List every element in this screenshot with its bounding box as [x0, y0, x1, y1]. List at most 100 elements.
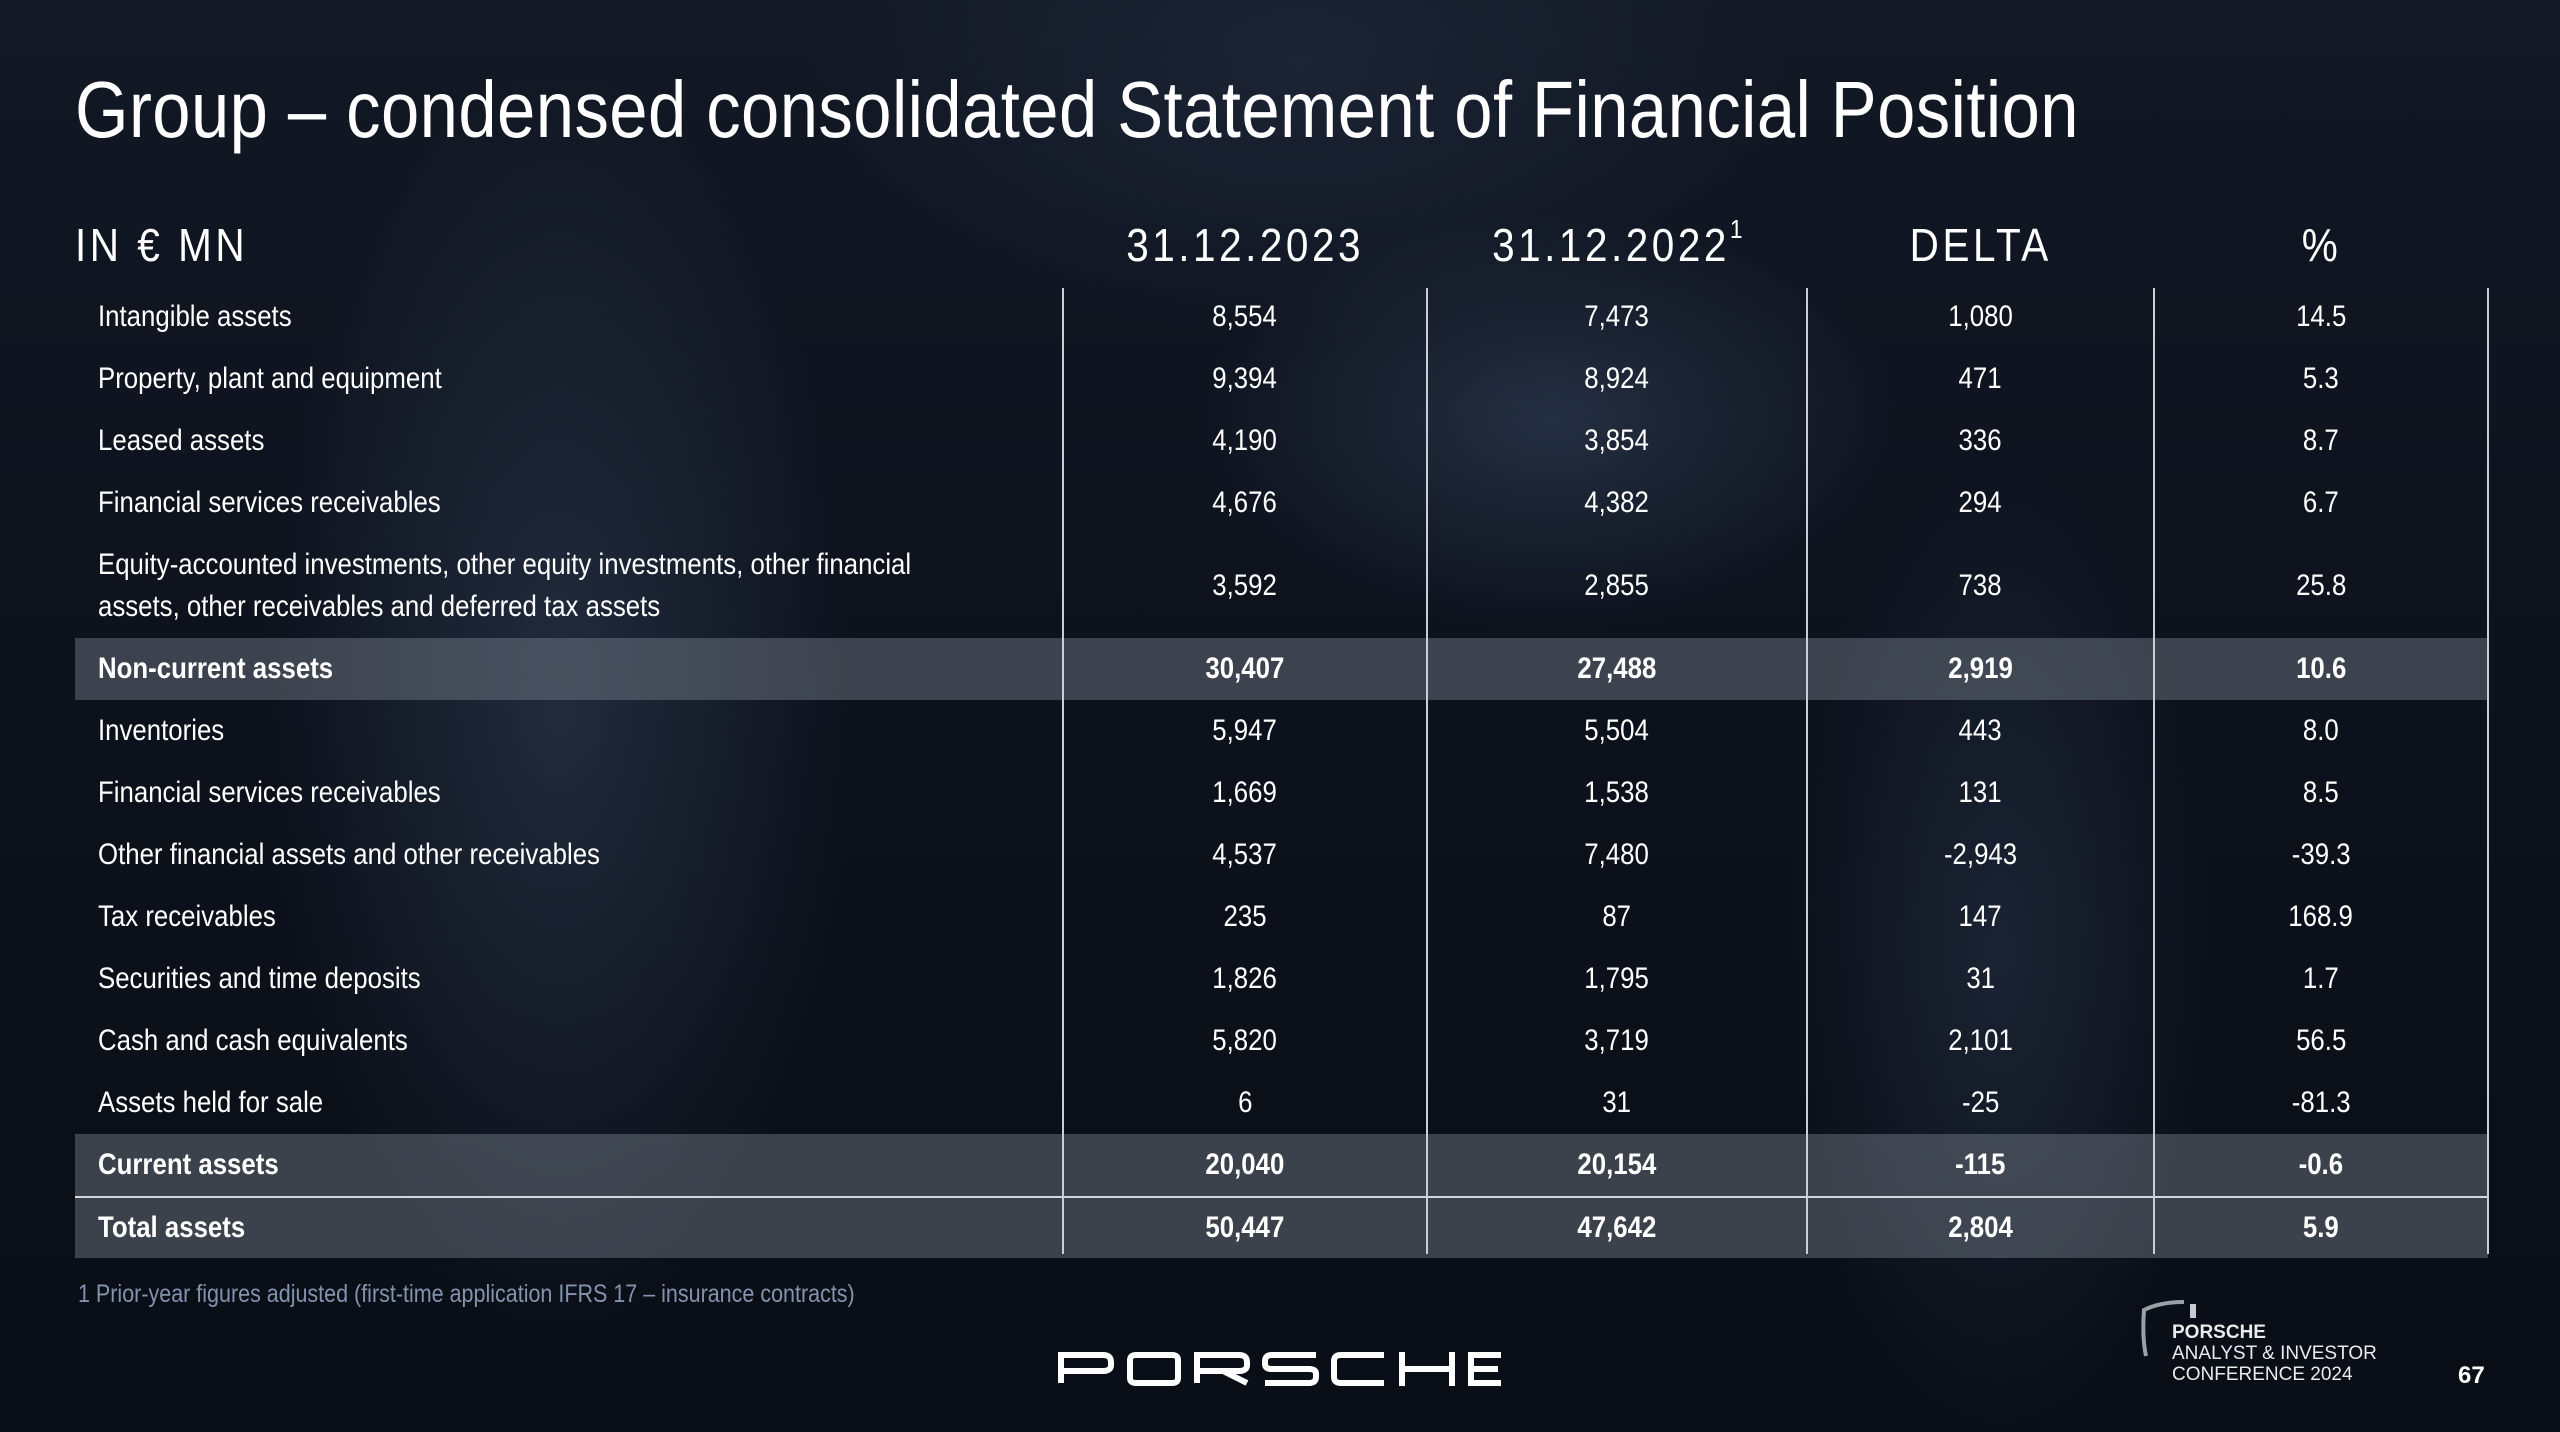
table-row: Securities and time deposits 1,826 1,795…	[75, 948, 2488, 1010]
cell-value: 8.0	[2303, 714, 2339, 747]
header-unit: IN € MN	[75, 210, 975, 280]
value-2022: 2,855	[1427, 534, 1807, 638]
cell-value: 56.5	[2295, 1024, 2347, 1057]
value-2022: 27,488	[1427, 638, 1807, 700]
table-row: Intangible assets 8,554 7,473 1,080 14.5	[75, 286, 2488, 348]
value-2023: 4,676	[1063, 472, 1427, 534]
cell-value: -25	[1961, 1086, 2000, 1119]
row-label: Financial services receivables	[98, 472, 1058, 534]
value-2023: 9,394	[1063, 348, 1427, 410]
cell-value: 30,407	[1205, 652, 1285, 685]
value-percent: 5.3	[2154, 348, 2488, 410]
table-row: Current assets 20,040 20,154 -115 -0.6	[75, 1134, 2488, 1196]
header-percent-label: %	[2301, 219, 2341, 271]
value-2022: 87	[1427, 886, 1807, 948]
value-delta: -2,943	[1807, 824, 2154, 886]
table-row: Other financial assets and other receiva…	[75, 824, 2488, 886]
value-2023: 3,592	[1063, 534, 1427, 638]
value-2023: 30,407	[1063, 638, 1427, 700]
table-body: Intangible assets 8,554 7,473 1,080 14.5…	[75, 286, 2488, 1258]
row-label-text: Financial services receivables	[98, 776, 441, 809]
value-percent: 6.7	[2154, 472, 2488, 534]
row-label: Equity-accounted investments, other equi…	[98, 534, 1058, 638]
value-percent: 10.6	[2154, 638, 2488, 700]
value-delta: -115	[1807, 1134, 2154, 1196]
row-label-text: Cash and cash equivalents	[98, 1024, 408, 1057]
row-label: Cash and cash equivalents	[98, 1010, 1058, 1072]
conference-shield-logo	[2140, 1298, 2200, 1373]
cell-value: 471	[1958, 362, 2003, 395]
column-divider	[2153, 288, 2155, 1254]
value-percent: 14.5	[2154, 286, 2488, 348]
value-percent: 56.5	[2154, 1010, 2488, 1072]
footnote-marker: 1	[1729, 214, 1743, 244]
value-2023: 1,826	[1063, 948, 1427, 1010]
row-label-text: Inventories	[98, 714, 225, 747]
value-2022: 31	[1427, 1072, 1807, 1134]
cell-value: 47,642	[1577, 1211, 1657, 1244]
conference-label: PORSCHE ANALYST & INVESTOR CONFERENCE 20…	[2172, 1322, 2377, 1385]
conference-brand: PORSCHE	[2172, 1322, 2266, 1343]
cell-value: 1,826	[1212, 962, 1278, 995]
table-row: Tax receivables 235 87 147 168.9	[75, 886, 2488, 948]
value-2022: 1,538	[1427, 762, 1807, 824]
value-2022: 3,854	[1427, 410, 1807, 472]
value-2022: 20,154	[1427, 1134, 1807, 1196]
cell-value: 5.3	[2303, 362, 2339, 395]
page-number: 67	[2458, 1362, 2485, 1389]
header-percent: %	[2154, 210, 2488, 280]
header-2022-label: 31.12.2022	[1491, 219, 1730, 271]
value-percent: -0.6	[2154, 1134, 2488, 1196]
cell-value: 8.7	[2303, 424, 2339, 457]
row-label-text: Assets held for sale	[98, 1086, 324, 1119]
column-divider	[1426, 288, 1428, 1254]
cell-value: 336	[1958, 424, 2003, 457]
table-row: Assets held for sale 6 31 -25 -81.3	[75, 1072, 2488, 1134]
value-delta: 294	[1807, 472, 2154, 534]
cell-value: 738	[1958, 569, 2003, 602]
value-2022: 8,924	[1427, 348, 1807, 410]
cell-value: 14.5	[2295, 300, 2347, 333]
value-2023: 1,669	[1063, 762, 1427, 824]
header-delta: DELTA	[1807, 210, 2154, 280]
value-2023: 4,190	[1063, 410, 1427, 472]
conference-line-2: CONFERENCE 2024	[2172, 1364, 2353, 1385]
cell-value: 50,447	[1205, 1211, 1285, 1244]
column-divider	[1062, 288, 1064, 1254]
value-2023: 8,554	[1063, 286, 1427, 348]
value-percent: -39.3	[2154, 824, 2488, 886]
column-divider	[2487, 288, 2489, 1254]
cell-value: -0.6	[2298, 1148, 2344, 1181]
value-delta: 738	[1807, 534, 2154, 638]
cell-value: 2,101	[1948, 1024, 2013, 1057]
column-divider	[1806, 288, 1808, 1254]
value-percent: 1.7	[2154, 948, 2488, 1010]
row-label: Property, plant and equipment	[98, 348, 1058, 410]
cell-value: 5,947	[1212, 714, 1278, 747]
value-2023: 5,820	[1063, 1010, 1427, 1072]
row-label-text: Property, plant and equipment	[98, 362, 442, 395]
value-delta: 471	[1807, 348, 2154, 410]
value-delta: 1,080	[1807, 286, 2154, 348]
cell-value: 8,924	[1584, 362, 1650, 395]
cell-value: 1.7	[2303, 962, 2339, 995]
cell-value: 7,480	[1584, 838, 1650, 871]
cell-value: 4,382	[1584, 486, 1650, 519]
cell-value: -115	[1955, 1148, 2006, 1181]
row-label-text: Tax receivables	[98, 900, 276, 933]
row-label: Current assets	[98, 1134, 1058, 1196]
row-label: Leased assets	[98, 410, 1058, 472]
cell-value: 4,537	[1212, 838, 1278, 871]
conference-line-1: ANALYST & INVESTOR	[2172, 1343, 2377, 1364]
row-label: Non-current assets	[98, 638, 1058, 700]
value-2023: 50,447	[1063, 1198, 1427, 1258]
table-row: Property, plant and equipment 9,394 8,92…	[75, 348, 2488, 410]
cell-value: 31	[1602, 1086, 1632, 1119]
row-label: Intangible assets	[98, 286, 1058, 348]
row-label: Total assets	[98, 1198, 1058, 1258]
row-label-text: Financial services receivables	[98, 486, 441, 519]
cell-value: 3,719	[1584, 1024, 1650, 1057]
cell-value: 294	[1958, 486, 2003, 519]
row-label-text: Current assets	[98, 1148, 279, 1181]
value-delta: 2,101	[1807, 1010, 2154, 1072]
